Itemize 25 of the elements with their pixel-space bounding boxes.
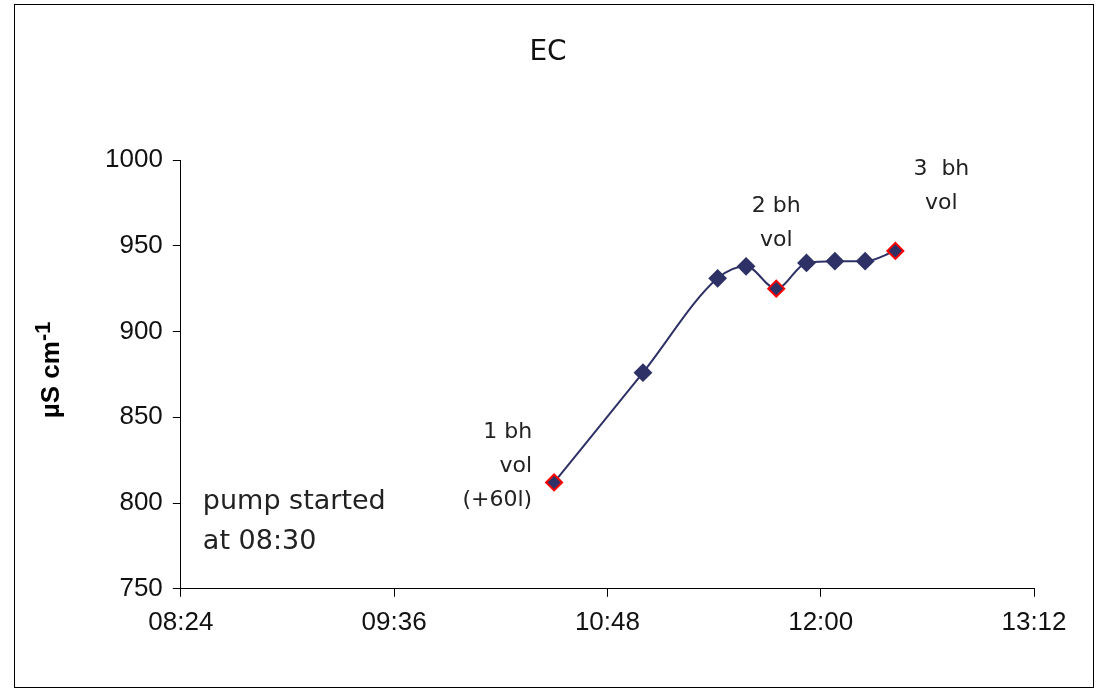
point — [767, 279, 786, 298]
point — [856, 252, 875, 271]
point — [633, 363, 652, 382]
y-tick-label: 850 — [119, 400, 163, 431]
y-tick-label: 800 — [119, 486, 163, 517]
point — [886, 241, 905, 260]
y-tick-label: 950 — [119, 228, 163, 259]
point — [708, 269, 727, 288]
point — [737, 257, 756, 276]
point — [825, 252, 844, 271]
x-tick-label: 12:00 — [788, 605, 854, 636]
x-tick-label: 10:48 — [574, 605, 640, 636]
annotation: 1 bh vol (+60l) — [462, 418, 533, 512]
y-tick-label: 750 — [119, 571, 163, 602]
y-tick-label: 900 — [119, 314, 163, 345]
x-tick-label: 13:12 — [1001, 605, 1067, 636]
annotation: pump started at 08:30 — [202, 484, 386, 556]
x-tick-label: 09:36 — [361, 605, 427, 636]
point — [545, 473, 564, 492]
y-tick-label: 1000 — [105, 143, 163, 174]
chart-title: EC — [528, 34, 568, 67]
point — [797, 253, 816, 272]
annotation: 3 bh vol — [913, 154, 970, 214]
x-tick-label: 08:24 — [148, 605, 214, 636]
annotation: 2 bh vol — [751, 192, 801, 252]
